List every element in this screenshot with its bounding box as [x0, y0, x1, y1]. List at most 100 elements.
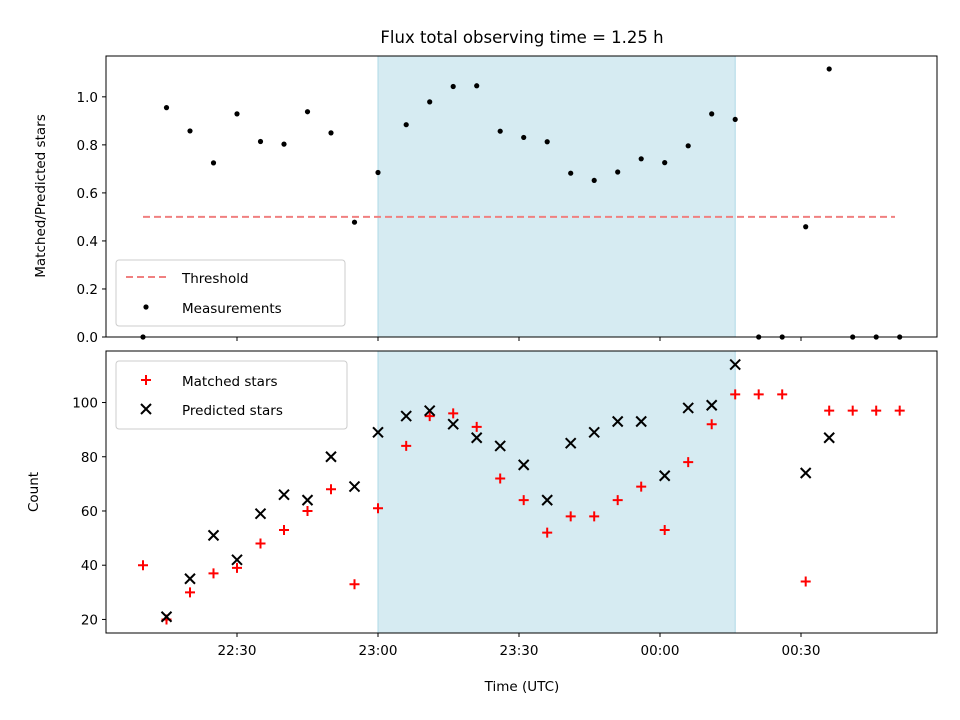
y-tick-label: 1.0: [77, 90, 98, 106]
top-plot: 0.0 0.2 0.4 0.6 0.8 1.0 Threshold Measurements: [77, 55, 938, 346]
measurement-point: [450, 83, 456, 90]
matched-star-point: [894, 405, 905, 416]
matched-star-point: [824, 405, 835, 416]
predicted-star-point: [160, 611, 173, 623]
measurement-point: [732, 116, 738, 123]
matched-star-point: [542, 527, 553, 538]
measurement-point: [403, 122, 409, 128]
measurement-point: [304, 109, 311, 115]
measurement-point: [210, 160, 217, 166]
bottom-y-axis-label: Count: [26, 472, 42, 512]
top-y-axis-label: Matched/Predicted stars: [33, 114, 49, 277]
measurement-point: [685, 143, 691, 149]
predicted-star-point: [494, 440, 506, 452]
x-tick-label: 00:00: [641, 643, 680, 659]
measurement-point: [163, 105, 170, 111]
predicted-star-point: [635, 415, 647, 428]
plot-frame: [105, 55, 938, 338]
predicted-star-point: [705, 399, 718, 411]
y-tick-label: 100: [72, 396, 98, 412]
measurement-point: [281, 141, 287, 147]
y-tick-label: 0.4: [77, 234, 98, 250]
predicted-star-point: [541, 494, 553, 506]
matched-star-point: [612, 495, 623, 506]
legend-matched-label: Matched stars: [182, 374, 278, 390]
measurement-point: [615, 169, 621, 175]
predicted-star-point: [729, 358, 741, 371]
matched-star-point: [138, 560, 148, 571]
matched-star-point: [232, 562, 242, 573]
matched-star-point: [326, 484, 336, 495]
predicted-star-point: [325, 451, 337, 463]
predicted-star-point: [611, 415, 624, 428]
predicted-star-point: [823, 432, 835, 444]
measurement-point: [328, 130, 334, 136]
legend-box: [115, 360, 348, 430]
x-tick-label: 23:30: [500, 643, 539, 659]
matched-star-point: [208, 568, 219, 579]
legend-box: [115, 259, 346, 327]
matched-star-point: [349, 579, 360, 590]
predicted-star-point: [564, 437, 577, 449]
predicted-star-point: [278, 489, 290, 501]
matched-star-point: [706, 419, 717, 430]
y-tick-label: 0.8: [77, 138, 98, 154]
measurement-point: [544, 139, 550, 145]
legend-predicted-marker: [140, 403, 152, 415]
measurement-point: [521, 134, 527, 141]
matched-star-point: [589, 511, 600, 522]
predicted-star-point: [400, 410, 412, 422]
matched-star-point: [659, 524, 670, 535]
shaded-region: [377, 350, 736, 634]
x-tick-label: 00:30: [782, 643, 821, 659]
matched-star-point: [777, 389, 788, 400]
matched-star-point: [448, 408, 459, 419]
measurement-point: [474, 83, 480, 89]
legend-measurement-label: Measurements: [182, 301, 282, 317]
measurement-point: [638, 156, 644, 162]
matched-star-point: [255, 538, 266, 549]
matched-star-point: [871, 405, 882, 416]
legend-matched-marker: [141, 375, 151, 385]
legend-threshold-label: Threshold: [181, 271, 249, 287]
matched-star-point: [401, 440, 412, 451]
shaded-region: [377, 55, 736, 338]
matched-star-point: [495, 473, 506, 484]
measurement-point: [591, 177, 597, 184]
predicted-star-point: [682, 402, 694, 414]
matched-star-point: [800, 576, 811, 587]
legend-measurement-marker: [143, 304, 149, 310]
predicted-star-point: [348, 480, 361, 493]
predicted-star-point: [423, 404, 436, 417]
legend-predicted-label: Predicted stars: [182, 403, 283, 419]
matched-star-point: [847, 405, 858, 416]
predicted-star-point: [372, 426, 384, 439]
chart-title: Flux total observing time = 1.25 h: [380, 28, 663, 47]
matched-star-point: [636, 481, 647, 492]
y-tick-label: 0.0: [77, 330, 98, 346]
y-tick-label: 0.2: [77, 282, 98, 298]
matched-star-point: [279, 524, 289, 535]
matched-star-point: [753, 389, 764, 400]
y-tick-label: 80: [81, 450, 98, 466]
y-tick-label: 40: [81, 558, 98, 574]
predicted-star-point: [254, 507, 267, 520]
measurement-point: [375, 169, 381, 176]
matched-star-point: [565, 511, 576, 522]
measurement-point: [709, 111, 715, 117]
x-axis-label: Time (UTC): [484, 679, 560, 695]
y-tick-label: 20: [81, 612, 98, 628]
predicted-star-point: [301, 494, 314, 506]
predicted-star-point: [517, 459, 530, 471]
y-tick-label: 0.6: [77, 186, 98, 202]
measurement-point: [826, 66, 832, 72]
measurement-point: [662, 160, 668, 166]
measurement-point: [427, 99, 433, 105]
x-tick-label: 22:30: [218, 643, 257, 659]
measurement-point: [234, 111, 240, 117]
measurement-point: [187, 128, 193, 134]
predicted-star-point: [588, 426, 600, 439]
matched-star-point: [424, 411, 435, 422]
matched-star-point: [373, 503, 383, 514]
